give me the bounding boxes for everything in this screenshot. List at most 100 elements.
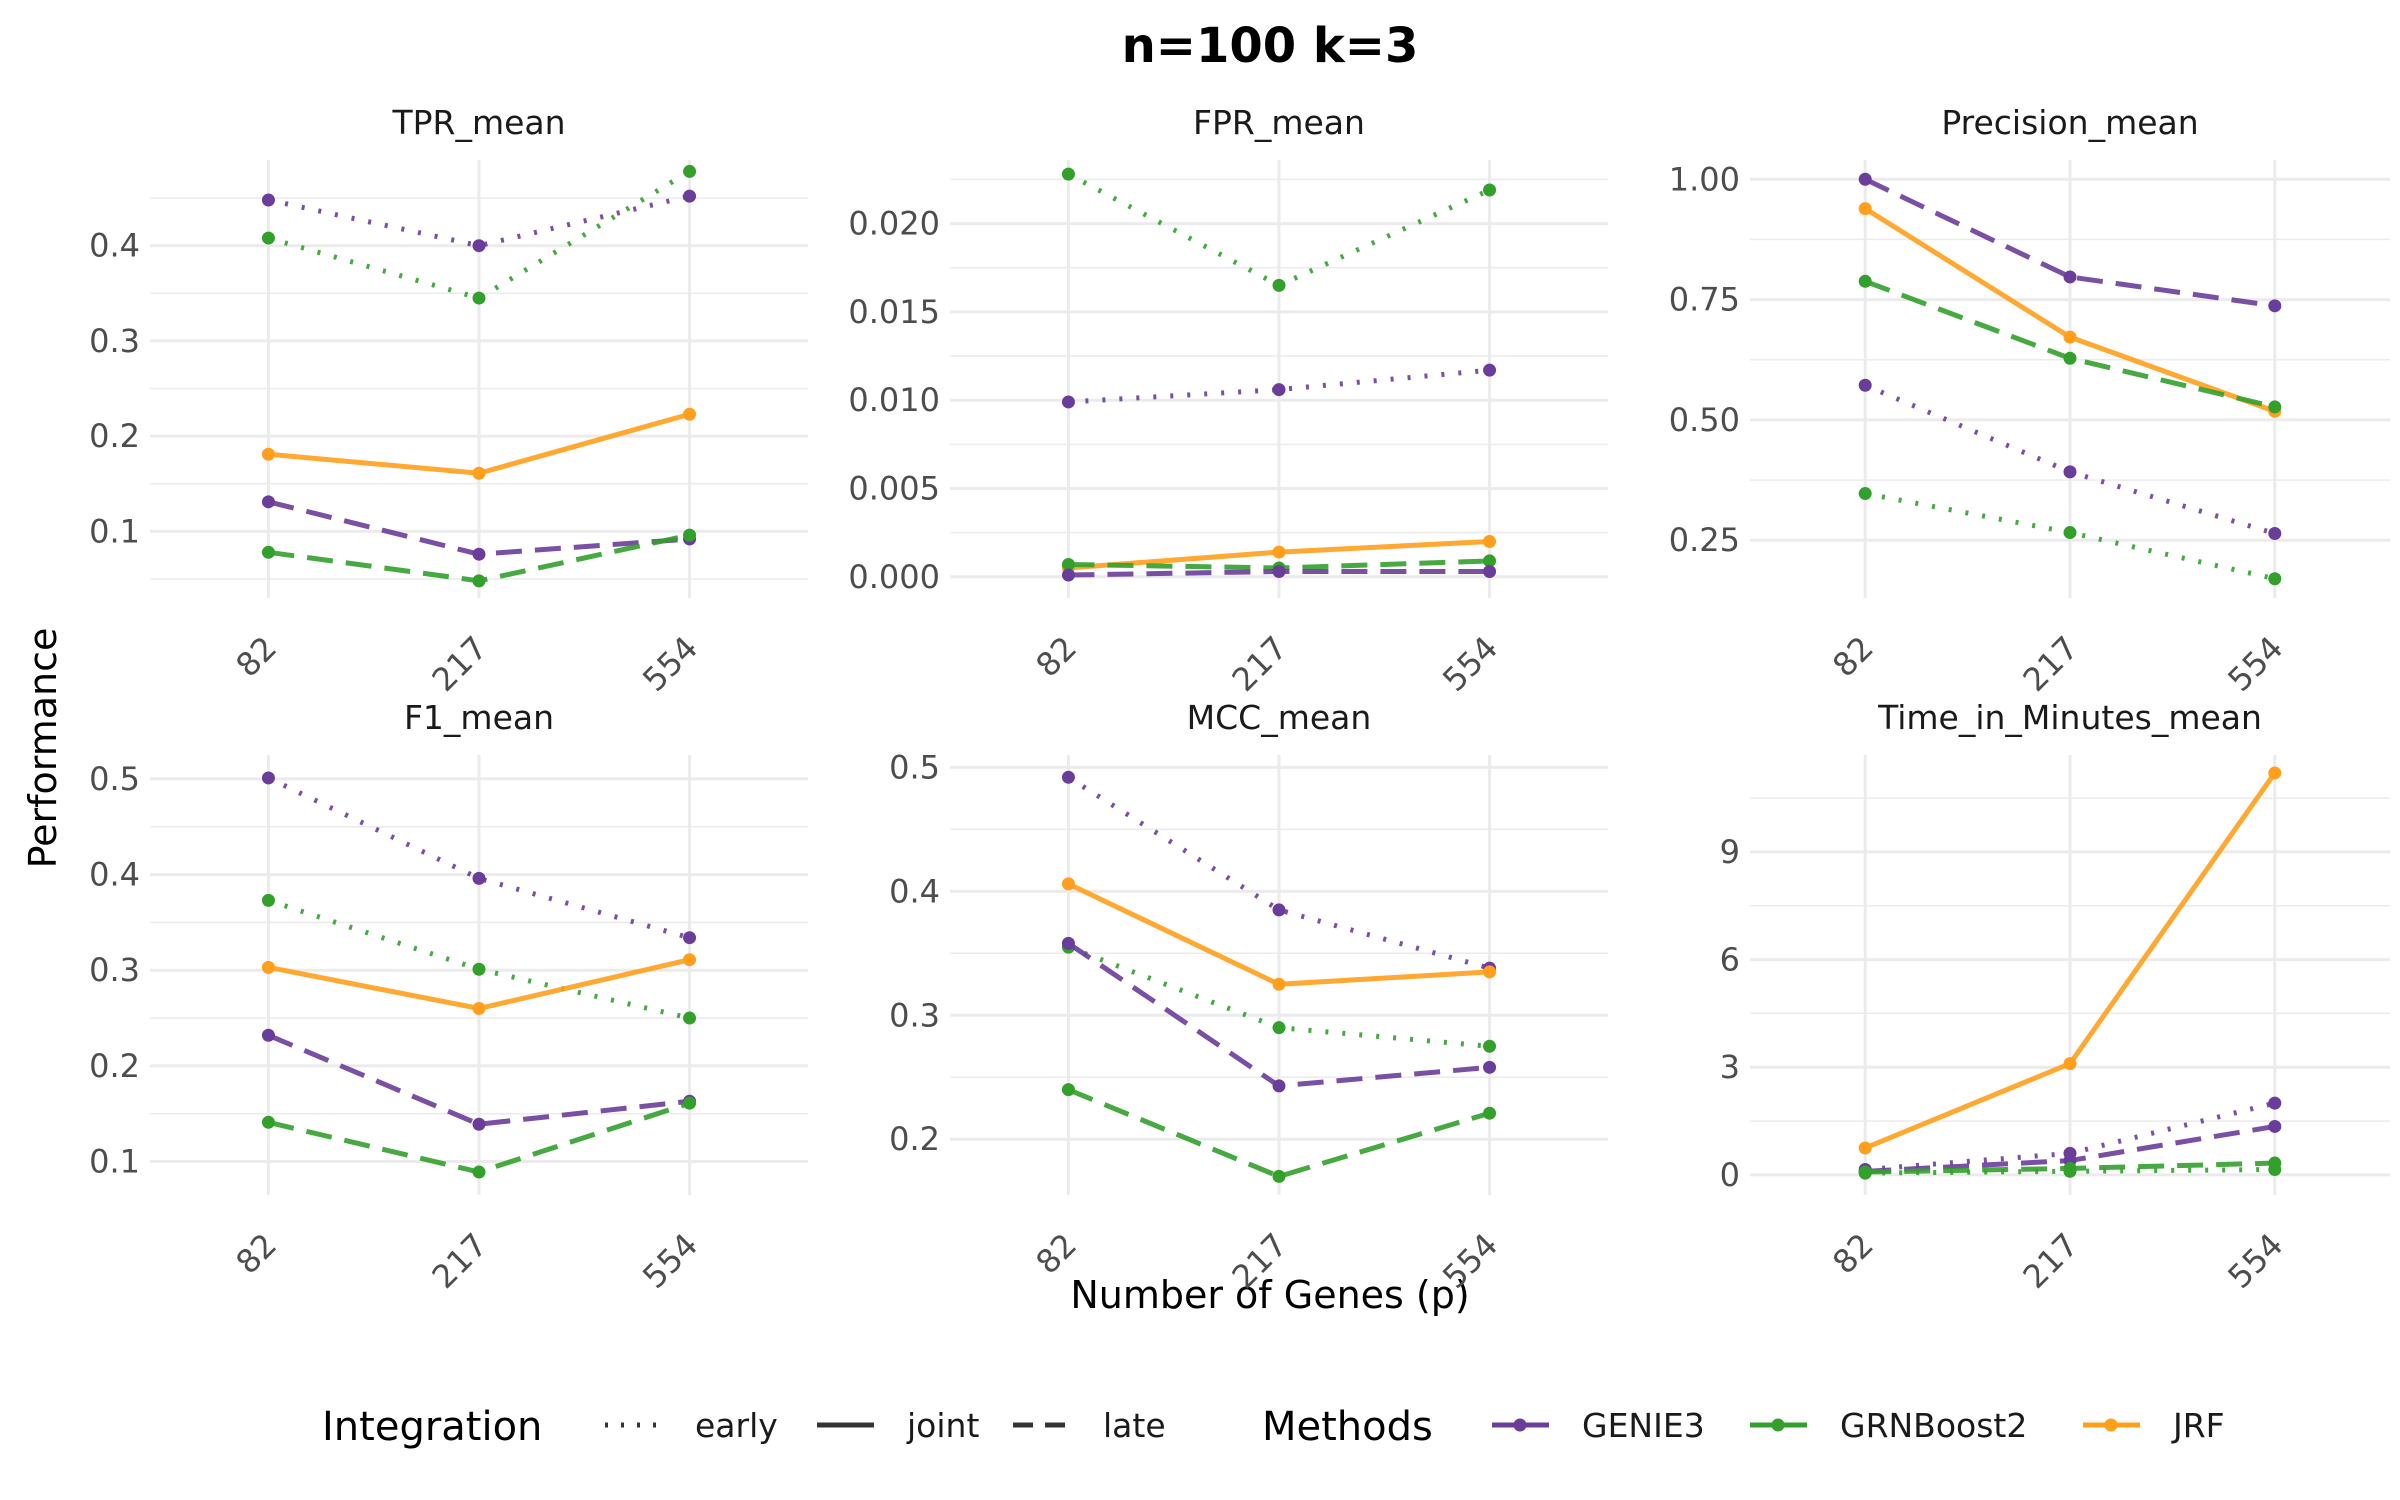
panel-TPR_mean: 0.1 0.2 0.3 0.4 82 217 554 TPR_mean: [89, 103, 808, 699]
y-tick-label: 0.020: [848, 205, 940, 243]
data-point-GENIE3: [1858, 378, 1872, 392]
facet-title: Precision_mean: [1941, 103, 2198, 142]
legend-label-GENIE3: GENIE3: [1582, 1406, 1705, 1445]
y-tick-label: 0.3: [89, 322, 140, 360]
data-point-GRNBoost2: [1483, 1106, 1497, 1120]
data-point-GENIE3: [2268, 299, 2282, 313]
data-point-GRNBoost2: [472, 962, 486, 976]
data-point-GRNBoost2: [2063, 526, 2077, 540]
y-tick-label: 1.00: [1669, 160, 1740, 198]
data-point-JRF: [683, 953, 697, 967]
x-tick-label: 554: [2220, 629, 2290, 699]
series-line-GENIE3-early: [1068, 367, 1490, 405]
y-tick-label: 0.25: [1669, 521, 1740, 559]
legend-key-point-JRF: [2104, 1418, 2118, 1432]
facet-title: Time_in_Minutes_mean: [1877, 698, 2262, 737]
data-point-GRNBoost2: [2063, 351, 2077, 365]
y-tick-label: 0.4: [89, 227, 140, 265]
legend-integration-items: early joint late: [605, 1406, 1166, 1445]
facet-title: MCC_mean: [1187, 698, 1372, 737]
data-point-JRF: [2063, 330, 2077, 344]
data-point-GRNBoost2: [1858, 1166, 1872, 1180]
data-point-GENIE3: [1483, 1060, 1497, 1074]
y-tick-label: 0: [1720, 1156, 1740, 1194]
data-point-GENIE3: [1272, 383, 1286, 397]
data-point-GRNBoost2: [2268, 400, 2282, 414]
data-point-GENIE3: [261, 495, 275, 509]
legend-label-GRNBoost2: GRNBoost2: [1840, 1406, 2027, 1445]
legend-label-joint: joint: [906, 1406, 979, 1445]
legend-label-late: late: [1103, 1406, 1166, 1445]
data-point-JRF: [2063, 1057, 2077, 1071]
series-line-GENIE3-late: [1864, 176, 2276, 309]
data-point-GRNBoost2: [261, 893, 275, 907]
data-point-GENIE3: [1483, 363, 1497, 377]
data-point-GENIE3: [1272, 565, 1286, 579]
facet-title: F1_mean: [404, 698, 554, 737]
x-tick-label: 82: [1028, 629, 1084, 685]
data-point-GENIE3: [1858, 172, 1872, 186]
legend-integration-title: Integration: [322, 1404, 542, 1450]
chart-title: n=100 k=3: [1122, 18, 1419, 74]
x-tick-label: 82: [1825, 629, 1881, 685]
data-point-JRF: [1858, 1141, 1872, 1155]
series-line-GRNBoost2-early: [1864, 491, 2276, 582]
data-point-GENIE3: [261, 1028, 275, 1042]
data-point-GRNBoost2: [1272, 1169, 1286, 1183]
y-tick-label: 0.2: [89, 417, 140, 455]
y-tick-label: 0.000: [848, 558, 940, 596]
data-point-GRNBoost2: [1061, 557, 1075, 571]
y-tick-label: 0.3: [89, 951, 140, 989]
series-line-GENIE3-late: [267, 1032, 690, 1127]
data-point-GRNBoost2: [2268, 572, 2282, 586]
y-tick-label: 6: [1720, 941, 1740, 979]
data-point-JRF: [1061, 877, 1075, 891]
x-axis-title: Number of Genes (p): [1070, 1273, 1469, 1317]
data-point-GRNBoost2: [1483, 554, 1497, 568]
data-point-GRNBoost2: [683, 1011, 697, 1025]
facet-title: TPR_mean: [391, 103, 565, 142]
panels: 0.10.20.30.482 217 554TPR_mean0.0000.0050.…: [89, 103, 2390, 1296]
data-point-GENIE3: [2268, 527, 2282, 541]
x-tick-label: 217: [2016, 1226, 2086, 1296]
panel-FPR_mean: 0.000 0.005 0.010 0.015 0.020 82 217 554 FPR_mea…: [848, 103, 1608, 699]
data-point-GRNBoost2: [261, 545, 275, 559]
data-point-JRF: [261, 447, 275, 461]
legend-key-point-GRNBoost2: [1771, 1418, 1785, 1432]
data-point-GRNBoost2: [683, 164, 697, 178]
y-tick-label: 0.4: [89, 856, 140, 894]
y-tick-label: 0.75: [1669, 281, 1740, 319]
legend: Integration early joint late Methods GENIE…: [322, 1404, 2225, 1450]
x-tick-label: 217: [1225, 629, 1295, 699]
data-point-GRNBoost2: [2063, 1164, 2077, 1178]
legend-label-early: early: [695, 1406, 778, 1445]
y-tick-label: 0.5: [89, 760, 140, 798]
data-point-GENIE3: [261, 771, 275, 785]
x-tick-label: 82: [1825, 1226, 1881, 1282]
y-tick-label: 9: [1720, 833, 1740, 871]
legend-methods-items: GENIE3 GRNBoost2 JRF: [1492, 1406, 2225, 1445]
data-point-GENIE3: [683, 189, 697, 203]
data-point-GENIE3: [683, 931, 697, 945]
data-point-GENIE3: [2268, 1096, 2282, 1110]
panel-Time_in_Minutes_mean: 0 3 6 9 82 217 554 Time_in_Minutes_mean: [1720, 698, 2390, 1296]
y-tick-label: 0.2: [889, 1120, 940, 1158]
legend-label-JRF: JRF: [2171, 1406, 2225, 1445]
data-point-GENIE3: [472, 239, 486, 253]
series-line-GENIE3-early: [267, 193, 691, 249]
data-point-JRF: [1272, 977, 1286, 991]
y-tick-label: 0.015: [848, 293, 940, 331]
facet-title: FPR_mean: [1193, 103, 1365, 142]
data-point-GRNBoost2: [1483, 1039, 1497, 1053]
data-point-GENIE3: [472, 1117, 486, 1131]
y-tick-label: 0.5: [889, 748, 940, 786]
x-tick-label: 554: [635, 1226, 705, 1296]
data-point-GENIE3: [1272, 1079, 1286, 1093]
series-line-GRNBoost2-late: [1067, 1087, 1491, 1180]
data-point-JRF: [1272, 545, 1286, 559]
data-point-GENIE3: [1483, 565, 1497, 579]
data-point-JRF: [1483, 534, 1497, 548]
data-point-GRNBoost2: [683, 528, 697, 542]
data-point-GRNBoost2: [261, 231, 275, 245]
data-point-GENIE3: [472, 871, 486, 885]
